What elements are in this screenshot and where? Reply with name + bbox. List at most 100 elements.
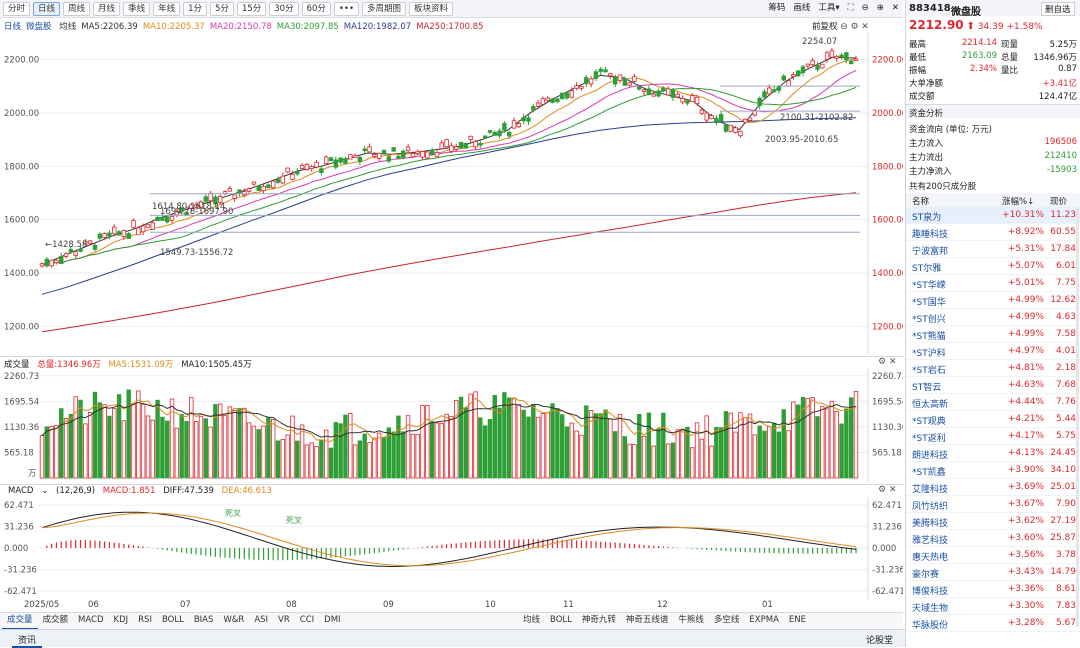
period-button-8[interactable]: 15分 — [236, 2, 267, 16]
component-row[interactable]: 华脉股份 +3.28% 5.67 — [906, 615, 1080, 632]
indicator-tab-6[interactable]: BIAS — [193, 615, 214, 625]
close-icon[interactable]: ✕ — [888, 357, 897, 367]
component-name[interactable]: *ST凯鑫 — [912, 468, 946, 478]
col-price[interactable]: 现价 — [1050, 197, 1068, 207]
overlay-tab-5[interactable]: 多空线 — [713, 615, 740, 625]
period-button-6[interactable]: 1分 — [183, 2, 208, 16]
component-row[interactable]: *ST创兴 +4.99% 4.63 — [906, 309, 1080, 326]
component-name[interactable]: *ST岩石 — [912, 366, 946, 376]
indicator-tab-7[interactable]: W&R — [223, 615, 245, 625]
minus-icon[interactable]: ⊖ — [840, 22, 848, 32]
indicator-tab-3[interactable]: KDJ — [113, 615, 129, 625]
component-name[interactable]: 华脉股份 — [912, 621, 949, 631]
period-button-5[interactable]: 年线 — [153, 2, 181, 16]
overlay-tab-0[interactable]: 均线 — [523, 615, 541, 625]
forum-link[interactable]: 论股堂 — [866, 636, 894, 646]
info-tab[interactable]: 资讯 — [12, 633, 43, 648]
component-row[interactable]: 博俊科技 +3.36% 8.61 — [906, 581, 1080, 598]
component-name[interactable]: 朗进科技 — [912, 451, 949, 461]
component-name[interactable]: *ST国华 — [912, 298, 946, 308]
component-row[interactable]: 天域生物 +3.30% 7.83 — [906, 598, 1080, 615]
component-row[interactable]: *ST沪科 +4.97% 4.01 — [906, 343, 1080, 360]
component-row[interactable]: *ST岩石 +4.81% 2.18 — [906, 360, 1080, 377]
component-name[interactable]: *ST观典 — [912, 417, 946, 427]
toolbar-tool-0[interactable]: 筹码 — [768, 3, 786, 13]
toolbar-tool-4[interactable]: ⊖ — [861, 3, 869, 13]
toolbar-tool-3[interactable]: ⛶ — [847, 3, 854, 13]
gear-icon[interactable]: ⚙ — [878, 357, 887, 367]
component-name[interactable]: 惠天热电 — [912, 553, 949, 563]
component-name[interactable]: *ST创兴 — [912, 315, 946, 325]
toolbar-tool-1[interactable]: 画线 — [793, 3, 811, 13]
component-name[interactable]: ST泉为 — [912, 213, 942, 223]
toolbar-tool-6[interactable]: ✕ — [891, 3, 899, 13]
component-name[interactable]: ST智云 — [912, 383, 942, 393]
component-name[interactable]: 艾隆科技 — [912, 485, 949, 495]
component-row[interactable]: 恒太高新 +4.44% 7.76 — [906, 394, 1080, 411]
component-name[interactable]: 恒太高新 — [912, 400, 949, 410]
overlay-tab-7[interactable]: ENE — [788, 615, 806, 625]
indicator-tab-1[interactable]: 成交额 — [42, 615, 69, 625]
period-button-1[interactable]: 日线 — [33, 2, 61, 16]
indicator-tab-2[interactable]: MACD — [78, 615, 104, 625]
toolbar-tool-5[interactable]: ⊕ — [876, 3, 884, 13]
component-name[interactable]: 美腾科技 — [912, 519, 949, 529]
indicator-tab-10[interactable]: CCI — [299, 615, 315, 625]
component-row[interactable]: ST智云 +4.63% 7.68 — [906, 377, 1080, 394]
component-row[interactable]: 美腾科技 +3.62% 27.19 — [906, 513, 1080, 530]
component-row[interactable]: 豪尔赛 +3.43% 14.79 — [906, 564, 1080, 581]
component-name[interactable]: 雅艺科技 — [912, 536, 949, 546]
indicator-tab-11[interactable]: DMI — [324, 615, 341, 625]
overlay-tab-1[interactable]: BOLL — [550, 615, 572, 625]
component-name[interactable]: ST尔雅 — [912, 264, 942, 274]
period-button-11[interactable]: ••• — [333, 2, 359, 16]
component-name[interactable]: 趣睡科技 — [912, 230, 949, 240]
col-name[interactable]: 名称 — [912, 197, 930, 207]
component-name[interactable]: 博俊科技 — [912, 587, 949, 597]
indicator-tab-0[interactable]: 成交量 — [2, 613, 38, 630]
scrollbar[interactable] — [1076, 207, 1079, 627]
component-name[interactable]: *ST沪科 — [912, 349, 946, 359]
indicator-tab-5[interactable]: BOLL — [161, 615, 184, 625]
component-row[interactable]: ST泉为 +10.31% 11.23 — [906, 207, 1080, 224]
component-row[interactable]: 朗进科技 +4.13% 24.45 — [906, 445, 1080, 462]
component-name[interactable]: 凤竹纺织 — [912, 502, 949, 512]
component-row[interactable]: 艾隆科技 +3.69% 25.01 — [906, 479, 1080, 496]
period-button-0[interactable]: 分时 — [3, 2, 31, 16]
component-name[interactable]: *ST熊猫 — [912, 332, 946, 342]
gear-icon[interactable]: ⚙ — [878, 485, 887, 495]
overlay-tab-4[interactable]: 牛熊线 — [678, 615, 704, 625]
overlay-tab-2[interactable]: 神奇九转 — [581, 615, 616, 625]
component-row[interactable]: 惠天热电 +3.56% 3.78 — [906, 547, 1080, 564]
indicator-tab-8[interactable]: ASI — [254, 615, 269, 625]
component-name[interactable]: *ST返利 — [912, 434, 946, 444]
component-name[interactable]: *ST华嵘 — [912, 281, 946, 291]
component-row[interactable]: 宁波富邦 +5.31% 17.84 — [906, 241, 1080, 258]
period-button-10[interactable]: 60分 — [301, 2, 331, 16]
indicator-tab-9[interactable]: VR — [278, 615, 290, 625]
period-button-12[interactable]: 多周期图 — [361, 2, 406, 16]
period-button-4[interactable]: 季线 — [123, 2, 151, 16]
period-button-9[interactable]: 30分 — [269, 2, 299, 16]
component-row[interactable]: 凤竹纺织 +3.67% 7.90 — [906, 496, 1080, 513]
gear-icon[interactable]: ⚙ — [850, 22, 859, 32]
indicator-tab-4[interactable]: RSI — [138, 615, 152, 625]
chevron-down-icon[interactable]: ⌄ — [41, 486, 49, 496]
volume-chart[interactable]: 2260.73 2260.73 1695.54 1695.54 1130.36 1130.… — [0, 368, 903, 482]
component-row[interactable]: *ST熊猫 +4.99% 7.58 — [906, 326, 1080, 343]
component-row[interactable]: *ST观典 +4.21% 5.44 — [906, 411, 1080, 428]
col-pct[interactable]: 涨幅%↓ — [1002, 197, 1035, 207]
close-icon[interactable]: ✕ — [888, 485, 897, 495]
component-row[interactable]: 趣睡科技 +8.92% 60.55 — [906, 224, 1080, 241]
component-name[interactable]: 天域生物 — [912, 604, 949, 614]
period-button-7[interactable]: 5分 — [210, 2, 234, 16]
component-row[interactable]: *ST华嵘 +5.01% 7.75 — [906, 275, 1080, 292]
macd-chart[interactable]: 62.471 62.471 31.236 31.236 0.000 0.000 -31.23… — [0, 497, 903, 600]
candlestick-chart[interactable]: 2200.00 2200.00 2000.00 2000.00 1800.00 1800.… — [0, 32, 903, 354]
remove-favorite-button[interactable]: 删自选 — [1041, 2, 1075, 16]
toolbar-tool-2[interactable]: 工具▾ — [818, 3, 840, 13]
close-icon[interactable]: ✕ — [861, 22, 869, 32]
component-name[interactable]: 宁波富邦 — [912, 247, 949, 257]
period-button-13[interactable]: 板块资料 — [408, 2, 453, 16]
period-button-2[interactable]: 周线 — [63, 2, 91, 16]
